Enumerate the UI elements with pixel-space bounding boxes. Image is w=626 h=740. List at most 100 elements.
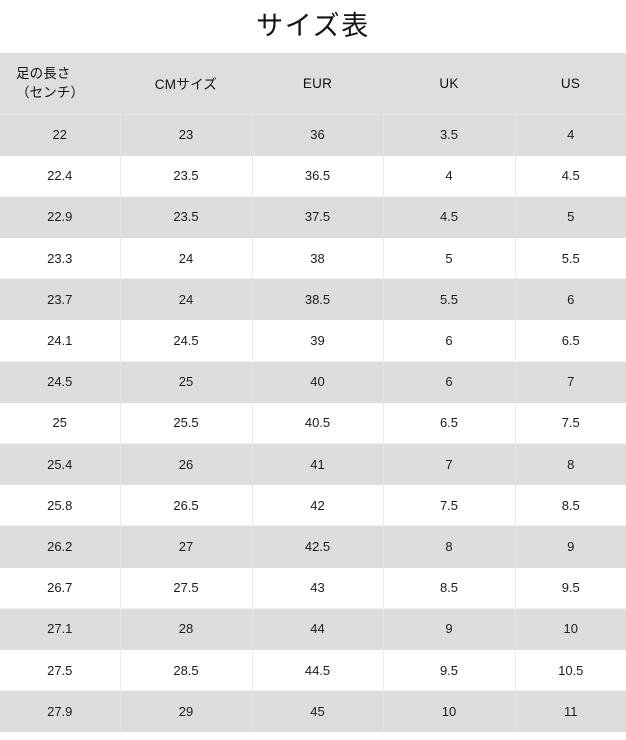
cell-eur: 41	[252, 443, 384, 486]
table-row: 27.1 28 44 9 10	[0, 608, 626, 650]
cell-foot-length: 27.5	[0, 649, 121, 692]
cell-foot-length: 22	[0, 113, 121, 156]
column-header-foot-length: 足の長さ （センチ）	[0, 53, 120, 114]
cell-foot-length: 23.3	[0, 237, 121, 280]
cell-cm: 23.5	[120, 155, 253, 197]
table-header: 足の長さ （センチ） CMサイズ EUR UK US	[0, 53, 626, 114]
table-row: 25.8 26.5 42 7.5 8.5	[0, 484, 626, 527]
cell-cm: 25	[120, 361, 253, 403]
cell-us: 4.5	[515, 155, 626, 197]
cell-uk: 9.5	[383, 649, 516, 692]
cell-foot-length: 24.1	[0, 319, 121, 362]
cell-foot-length: 22.9	[0, 196, 121, 239]
cell-eur: 44	[252, 608, 384, 650]
cell-cm: 29	[120, 690, 253, 733]
cell-cm: 27.5	[120, 567, 253, 609]
cell-eur: 40.5	[252, 402, 384, 445]
column-header-cm: CMサイズ	[154, 77, 218, 93]
cell-foot-length: 27.9	[0, 690, 121, 733]
cell-eur: 36	[252, 113, 384, 156]
cell-cm: 23.5	[120, 196, 253, 239]
cell-cm: 24	[120, 237, 253, 280]
cell-cm: 28	[120, 608, 253, 650]
cell-uk: 3.5	[383, 113, 516, 156]
cell-foot-length: 24.5	[0, 361, 121, 403]
cell-us: 5.5	[515, 237, 626, 280]
cell-cm: 23	[120, 113, 253, 156]
table-row: 25.4 26 41 7 8	[0, 443, 626, 486]
column-header-uk: UK	[439, 75, 459, 91]
cell-us: 6	[515, 278, 626, 321]
cell-us: 11	[515, 690, 626, 733]
cell-uk: 7.5	[383, 484, 516, 527]
cell-us: 8.5	[515, 484, 626, 527]
cell-uk: 4	[383, 155, 516, 197]
column-header-foot-length-line1: 足の長さ	[16, 66, 71, 82]
table-row: 27.5 28.5 44.5 9.5 10.5	[0, 649, 626, 692]
cell-eur: 39	[252, 319, 384, 362]
cell-cm: 26.5	[120, 484, 253, 527]
table-row: 26.7 27.5 43 8.5 9.5	[0, 567, 626, 609]
cell-eur: 45	[252, 690, 384, 733]
cell-uk: 5	[383, 237, 516, 280]
cell-uk: 7	[383, 443, 516, 486]
size-chart-table: 足の長さ （センチ） CMサイズ EUR UK US 22 23 36 3.5 4 22.…	[0, 53, 626, 733]
cell-foot-length: 23.7	[0, 278, 121, 321]
cell-foot-length: 26.2	[0, 525, 121, 568]
cell-us: 7.5	[515, 402, 626, 445]
cell-eur: 43	[252, 567, 384, 609]
table-body: 22 23 36 3.5 4 22.4 23.5 36.5 4 4.5 22.9 23.5 37.5 4.…	[0, 113, 626, 733]
table-row: 24.1 24.5 39 6 6.5	[0, 319, 626, 362]
cell-cm: 24.5	[120, 319, 253, 362]
table-header-row: 足の長さ （センチ） CMサイズ EUR UK US	[0, 53, 626, 114]
cell-foot-length: 25.4	[0, 443, 121, 486]
table-row: 23.3 24 38 5 5.5	[0, 237, 626, 280]
table-row: 27.9 29 45 10 11	[0, 690, 626, 733]
cell-eur: 42	[252, 484, 384, 527]
cell-us: 10.5	[515, 649, 626, 692]
cell-cm: 26	[120, 443, 253, 486]
cell-uk: 9	[383, 608, 516, 650]
cell-us: 7	[515, 361, 626, 403]
cell-foot-length: 27.1	[0, 608, 121, 650]
table-row: 26.2 27 42.5 8 9	[0, 525, 626, 568]
table-row: 22.9 23.5 37.5 4.5 5	[0, 196, 626, 239]
cell-us: 9	[515, 525, 626, 568]
cell-eur: 38	[252, 237, 384, 280]
cell-us: 10	[515, 608, 626, 650]
cell-uk: 5.5	[383, 278, 516, 321]
cell-us: 6.5	[515, 319, 626, 362]
cell-foot-length: 22.4	[0, 155, 121, 197]
cell-us: 9.5	[515, 567, 626, 609]
cell-uk: 6	[383, 361, 516, 403]
cell-eur: 38.5	[252, 278, 384, 321]
cell-eur: 36.5	[252, 155, 384, 197]
cell-uk: 8	[383, 525, 516, 568]
cell-us: 8	[515, 443, 626, 486]
cell-eur: 37.5	[252, 196, 384, 239]
cell-foot-length: 25.8	[0, 484, 121, 527]
cell-us: 5	[515, 196, 626, 239]
cell-eur: 42.5	[252, 525, 384, 568]
cell-eur: 44.5	[252, 649, 384, 692]
cell-cm: 25.5	[120, 402, 253, 445]
cell-us: 4	[515, 113, 626, 156]
cell-foot-length: 25	[0, 402, 121, 445]
column-header-eur: EUR	[302, 75, 333, 91]
cell-uk: 10	[383, 690, 516, 733]
table-row: 24.5 25 40 6 7	[0, 361, 626, 403]
table-row: 22 23 36 3.5 4	[0, 113, 626, 156]
cell-eur: 40	[252, 361, 384, 403]
column-header-us: US	[560, 75, 581, 91]
table-row: 22.4 23.5 36.5 4 4.5	[0, 155, 626, 197]
cell-cm: 24	[120, 278, 253, 321]
page-title: サイズ表	[256, 11, 370, 41]
cell-uk: 6.5	[383, 402, 516, 445]
cell-foot-length: 26.7	[0, 567, 121, 609]
cell-cm: 27	[120, 525, 253, 568]
table-row: 25 25.5 40.5 6.5 7.5	[0, 402, 626, 445]
table-row: 23.7 24 38.5 5.5 6	[0, 278, 626, 321]
cell-uk: 8.5	[383, 567, 516, 609]
cell-uk: 6	[383, 319, 516, 362]
